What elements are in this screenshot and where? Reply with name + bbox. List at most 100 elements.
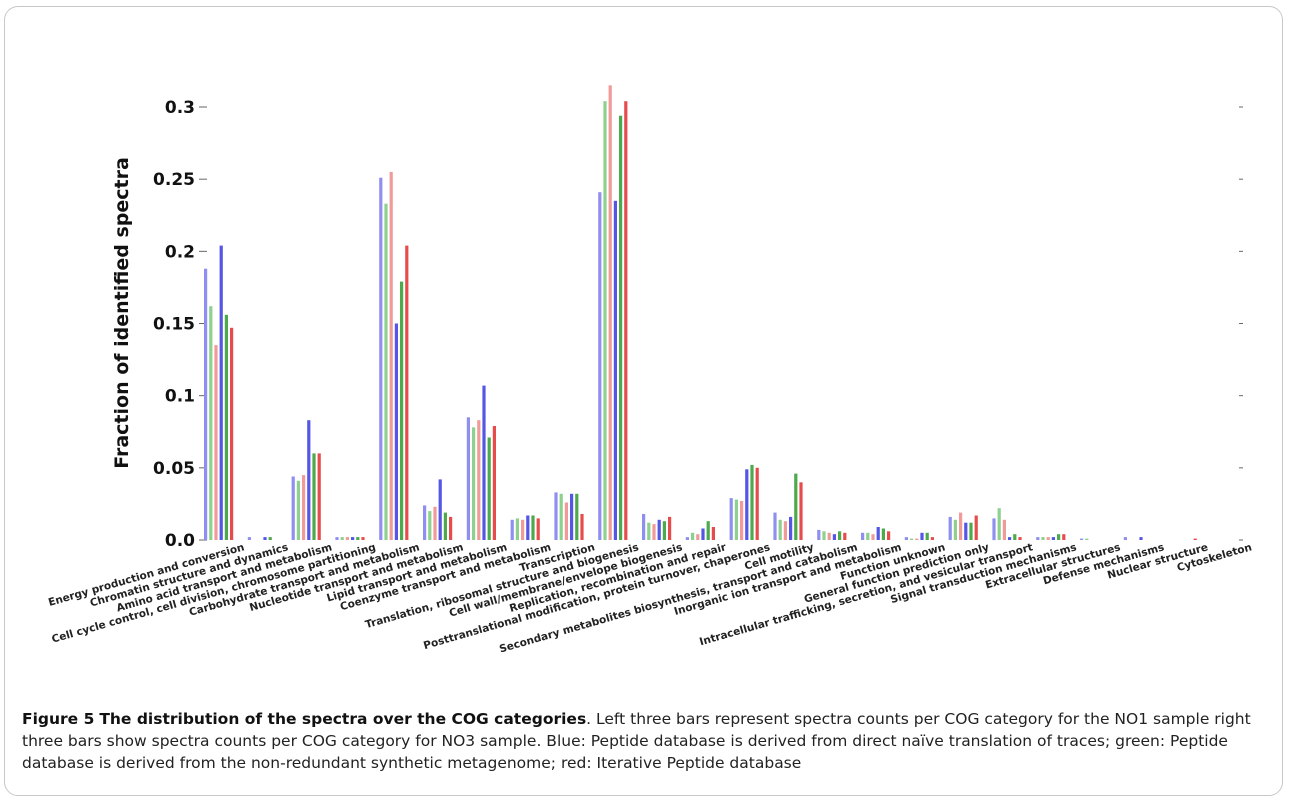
bar — [822, 531, 826, 540]
bar — [598, 192, 602, 540]
bar — [871, 534, 875, 540]
bar — [531, 515, 535, 540]
bar — [1008, 537, 1012, 540]
bar — [428, 511, 432, 540]
bar — [887, 531, 891, 540]
bar — [340, 537, 344, 540]
bar — [642, 514, 646, 540]
bar — [307, 420, 311, 540]
bar — [740, 501, 744, 540]
bar — [925, 532, 929, 540]
bar — [1046, 537, 1050, 540]
bar — [482, 385, 486, 540]
bar — [969, 522, 973, 540]
bar — [964, 522, 968, 540]
bar — [832, 534, 836, 540]
bar — [580, 514, 584, 540]
bar — [783, 521, 787, 540]
bar — [685, 537, 689, 540]
bar — [904, 537, 908, 540]
bar — [492, 426, 496, 540]
bar — [948, 516, 952, 540]
bar — [1036, 537, 1040, 540]
bar — [554, 492, 558, 540]
bar — [1057, 534, 1061, 540]
bar — [1193, 538, 1197, 540]
y-tick-label: 0.2 — [165, 242, 195, 262]
bar — [843, 532, 847, 540]
bar — [930, 537, 934, 540]
bar — [1123, 537, 1127, 540]
bar — [750, 464, 754, 540]
bar — [668, 516, 672, 540]
bar — [1002, 519, 1006, 540]
bar — [755, 467, 759, 540]
bar — [389, 171, 393, 540]
figure-label: Figure 5 — [22, 710, 95, 728]
bar — [691, 532, 695, 540]
y-axis-label: Fraction of identified spectra — [111, 157, 133, 469]
bar — [526, 515, 530, 540]
y-tick-label: 0.25 — [153, 170, 195, 190]
bar — [204, 268, 208, 540]
bar — [400, 281, 404, 540]
bar — [734, 499, 738, 540]
bar — [608, 85, 612, 541]
bar — [1139, 537, 1143, 540]
bar — [559, 493, 563, 540]
bar-series — [204, 85, 1197, 541]
figure-title: The distribution of the spectra over the… — [99, 710, 587, 728]
bar — [356, 537, 360, 540]
bar — [662, 521, 666, 540]
bar — [575, 493, 579, 540]
bar — [1013, 534, 1017, 540]
y-tick-label: 0.05 — [153, 459, 195, 479]
bar — [351, 537, 355, 540]
bar — [1062, 534, 1066, 540]
bar — [866, 532, 870, 540]
y-tick-label: 0.15 — [153, 315, 195, 335]
bar — [438, 479, 442, 540]
bar — [224, 314, 228, 540]
bar — [345, 537, 349, 540]
bar — [433, 506, 437, 540]
bar — [1080, 538, 1084, 540]
bar — [384, 203, 388, 540]
bar — [701, 528, 705, 540]
bar — [881, 528, 885, 540]
bar — [619, 115, 623, 540]
bar — [472, 427, 476, 540]
bar — [247, 537, 251, 540]
bar — [521, 519, 525, 540]
bar — [515, 518, 519, 541]
bar — [296, 480, 300, 540]
bar — [794, 473, 798, 540]
bar — [920, 532, 924, 540]
figure-frame — [4, 6, 1283, 796]
bar — [443, 512, 447, 540]
bar — [773, 512, 777, 540]
bar — [613, 200, 617, 541]
bar — [379, 177, 383, 540]
bar — [696, 534, 700, 540]
bar — [711, 527, 715, 540]
bar — [624, 101, 628, 540]
bar — [312, 453, 316, 540]
bar — [536, 518, 540, 541]
bar — [603, 101, 607, 540]
bar — [1051, 537, 1055, 540]
bar — [564, 502, 568, 540]
bar — [959, 512, 963, 540]
bar — [268, 537, 272, 540]
bar — [335, 537, 339, 540]
bar — [317, 453, 321, 540]
bar — [997, 508, 1001, 540]
bar — [817, 529, 821, 540]
bar — [466, 417, 470, 540]
bar — [219, 245, 223, 540]
bar — [394, 323, 398, 540]
bar — [745, 469, 749, 540]
bar — [214, 345, 218, 540]
x-axis-tick-labels: Energy production and conversionChromati… — [47, 541, 1253, 655]
bar — [974, 515, 978, 540]
